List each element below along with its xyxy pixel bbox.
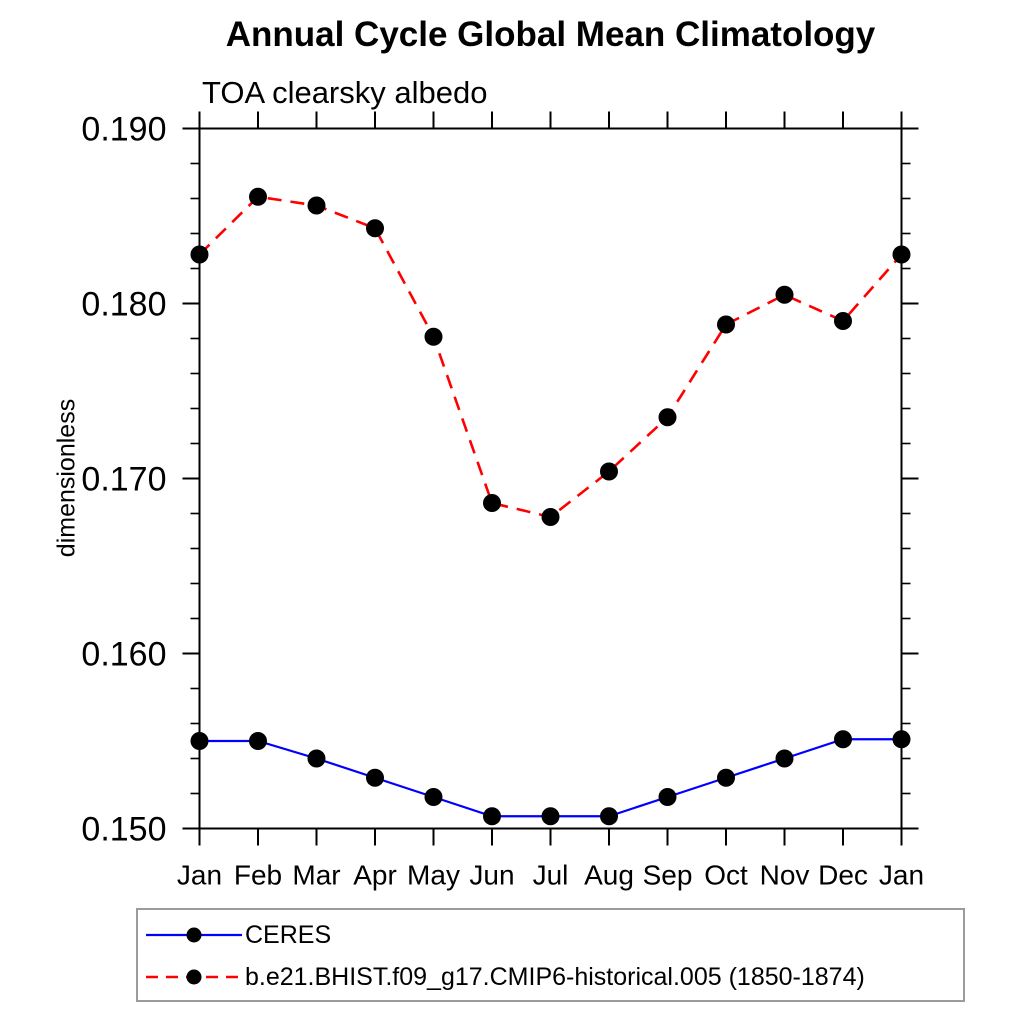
y-tick-label: 0.180: [81, 286, 166, 324]
series-1-marker: [307, 196, 326, 215]
x-tick-label: Apr: [353, 860, 397, 891]
x-tick-label: Jan: [879, 860, 924, 891]
series-1-marker: [541, 508, 560, 526]
x-tick-label: Nov: [760, 860, 810, 891]
legend-box: CERES b.e21.BHIST.f09_g17.CMIP6-historic…: [136, 908, 965, 1002]
series-0-marker: [834, 730, 852, 749]
x-tick-label: Jun: [469, 860, 514, 891]
series-1-marker: [366, 219, 384, 238]
x-tick-label: Jan: [177, 860, 222, 891]
x-tick-label: Feb: [234, 860, 282, 891]
series-1-marker: [249, 187, 267, 206]
x-tick-label: Jul: [533, 860, 569, 891]
y-tick-label: 0.160: [81, 636, 166, 674]
series-0-marker: [307, 749, 326, 768]
legend-swatch-model-line: [146, 969, 242, 985]
series-1-marker: [717, 315, 735, 334]
series-1-marker: [775, 285, 794, 304]
legend-label-model: b.e21.BHIST.f09_g17.CMIP6-historical.005…: [245, 963, 865, 991]
series-0-marker: [190, 732, 209, 750]
series-1-marker: [600, 462, 618, 481]
legend-label-ceres: CERES: [245, 921, 332, 949]
x-tick-label: Oct: [704, 860, 748, 891]
series-1-marker: [190, 245, 209, 264]
plot-frame: [198, 127, 903, 830]
x-tick-label: Dec: [818, 860, 868, 891]
series-1-marker: [658, 408, 677, 427]
series-1-marker: [483, 494, 501, 512]
series-0-marker: [775, 749, 794, 768]
series-line-0: [199, 738, 902, 818]
chart-title: Annual Cycle Global Mean Climatology: [225, 15, 876, 54]
series-0-marker: [541, 807, 560, 826]
legend-swatch-ceres-line: [146, 927, 242, 943]
x-tick-label: Mar: [292, 860, 340, 891]
x-tick-label: Aug: [584, 860, 634, 891]
series-line-1: [198, 195, 903, 519]
series-0-marker: [892, 730, 911, 749]
chart-subtitle: TOA clearsky albedo: [202, 75, 488, 110]
series-1-marker: [424, 327, 443, 346]
y-tick-label: 0.170: [81, 461, 166, 499]
series-0-marker: [424, 788, 443, 806]
series-0-marker: [483, 807, 501, 826]
y-tick-label: 0.150: [81, 811, 166, 849]
x-tick-label: May: [407, 860, 460, 891]
series-0-marker: [600, 807, 618, 826]
series-0-marker: [366, 768, 384, 787]
series-1-marker: [892, 245, 911, 264]
legend-row-ceres: CERES: [143, 920, 331, 950]
series-1-marker: [834, 312, 852, 330]
y-tick-label: 0.190: [81, 111, 166, 149]
x-tick-label: Sep: [643, 860, 693, 891]
series-0-marker: [717, 768, 735, 787]
series-0-marker: [658, 788, 677, 806]
legend-row-model: b.e21.BHIST.f09_g17.CMIP6-historical.005…: [143, 962, 865, 992]
series-0-marker: [249, 732, 267, 750]
